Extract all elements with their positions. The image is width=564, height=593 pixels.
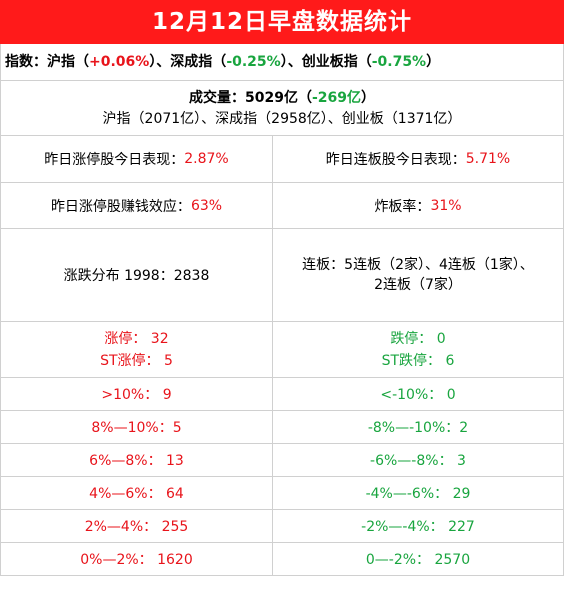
stats-grid: 昨日涨停股今日表现： 2.87% 昨日连板股今日表现： 5.71% 昨日涨停股赚钱效… xyxy=(0,136,564,576)
shanghai-change: +0.06% xyxy=(89,54,150,70)
consecutive-limit-performance-label: 昨日连板股今日表现： xyxy=(325,152,466,168)
limit-up-performance: 昨日涨停股今日表现： 2.87% xyxy=(0,136,273,183)
money-effect-value: 63% xyxy=(190,197,223,214)
limit-up-performance-label: 昨日涨停股今日表现： xyxy=(44,152,185,168)
volume-change: -269亿 xyxy=(311,90,361,106)
range-up-2: 6%—8%： 13 xyxy=(0,444,273,477)
blast-rate: 炸板率： 31% xyxy=(273,183,564,229)
index-separator-2: ）、创业板指（ xyxy=(280,54,372,70)
consecutive-limit-performance: 昨日连板股今日表现： 5.71% xyxy=(273,136,564,183)
index-separator-1: ）、深成指（ xyxy=(149,54,227,70)
volume-label: 成交量：5029亿（ xyxy=(188,90,312,106)
range-down-3: -4%—-6%： 29 xyxy=(273,477,564,510)
volume-close: ） xyxy=(361,90,375,106)
range-down-1: -8%—-10%：2 xyxy=(273,411,564,444)
chinext-change: -0.75% xyxy=(371,54,427,70)
st-limit-up-count: ST涨停： 5 xyxy=(100,352,173,369)
limit-down-counts: 跌停： 0 ST跌停： 6 xyxy=(273,322,564,378)
money-effect: 昨日涨停股赚钱效应： 63% xyxy=(0,183,273,229)
range-down-5: 0—-2%： 2570 xyxy=(273,543,564,576)
index-suffix: ） xyxy=(426,54,441,70)
index-summary-row: 指数：沪指（+0.06%）、深成指（-0.25%）、创业板指（-0.75%） xyxy=(0,44,564,81)
range-up-4: 2%—4%： 255 xyxy=(0,510,273,543)
range-down-0: <-10%： 0 xyxy=(273,378,564,411)
index-prefix: 指数：沪指（ xyxy=(5,54,89,70)
range-up-3: 4%—6%： 64 xyxy=(0,477,273,510)
rise-fall-distribution: 涨跌分布 1998：2838 xyxy=(0,229,273,322)
blast-rate-label: 炸板率： xyxy=(374,198,431,215)
money-effect-label: 昨日涨停股赚钱效应： xyxy=(50,198,191,215)
consecutive-limit-summary: 连板：5连板（2家）、4连板（1家）、 2连板（7家） xyxy=(273,229,564,322)
consecutive-limit-performance-value: 5.71% xyxy=(465,151,511,167)
st-limit-down-count: ST跌停： 6 xyxy=(381,352,455,369)
consecutive-limit-line-1: 连板：5连板（2家）、4连板（1家）、 xyxy=(302,257,534,273)
limit-down-count: 跌停： 0 xyxy=(390,330,446,347)
range-up-5: 0%—2%： 1620 xyxy=(0,543,273,576)
range-up-1: 8%—10%：5 xyxy=(0,411,273,444)
limit-up-count: 涨停： 32 xyxy=(104,330,169,347)
limit-up-performance-value: 2.87% xyxy=(184,151,229,167)
limit-up-counts: 涨停： 32 ST涨停： 5 xyxy=(0,322,273,378)
range-down-2: -6%—-8%： 3 xyxy=(273,444,564,477)
blast-rate-value: 31% xyxy=(430,197,462,214)
volume-total: 成交量：5029亿（-269亿） xyxy=(1,89,563,108)
stats-table: 12月12日早盘数据统计 指数：沪指（+0.06%）、深成指（-0.25%）、创… xyxy=(0,0,564,576)
volume-row: 成交量：5029亿（-269亿） 沪指（2071亿）、深成指（2958亿）、创业… xyxy=(0,81,564,136)
consecutive-limit-line-2: 2连板（7家） xyxy=(374,277,462,293)
volume-breakdown: 沪指（2071亿）、深成指（2958亿）、创业板（1371亿） xyxy=(102,111,462,127)
page-title: 12月12日早盘数据统计 xyxy=(0,0,564,44)
range-down-4: -2%—-4%： 227 xyxy=(273,510,564,543)
shenzhen-change: -0.25% xyxy=(226,54,281,70)
range-up-0: >10%： 9 xyxy=(0,378,273,411)
